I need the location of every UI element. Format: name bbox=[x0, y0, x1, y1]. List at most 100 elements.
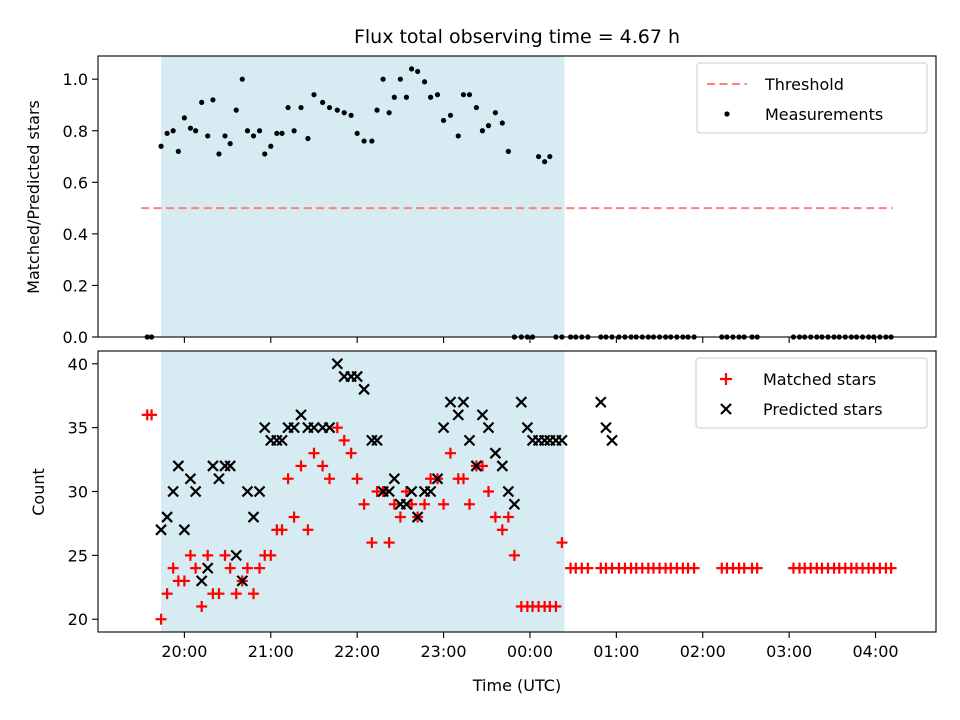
predicted-stars-point bbox=[247, 511, 260, 523]
matched-stars-point bbox=[482, 486, 494, 497]
predicted-stars-point bbox=[155, 524, 167, 536]
predicted-stars-point bbox=[383, 485, 395, 498]
predicted-stars-point bbox=[371, 434, 383, 447]
predicted-stars-point bbox=[431, 472, 444, 485]
matched-stars-point bbox=[317, 460, 329, 472]
matched-stars-point bbox=[419, 498, 431, 510]
matched-stars-point bbox=[202, 549, 214, 561]
predicted-stars-legend-label: Predicted stars bbox=[763, 400, 883, 419]
measurements-point bbox=[239, 76, 245, 82]
measurements-point bbox=[460, 92, 467, 98]
measurements-point bbox=[193, 128, 199, 134]
measurements-point bbox=[415, 68, 421, 75]
predicted-stars-point bbox=[236, 575, 249, 587]
matched-stars-legend-label: Matched stars bbox=[763, 370, 876, 389]
matched-stars-point bbox=[288, 511, 300, 523]
measurements-point bbox=[291, 128, 297, 134]
matched-stars-point bbox=[885, 562, 897, 574]
measurements-legend-marker bbox=[724, 111, 730, 117]
predicted-stars-point bbox=[308, 421, 320, 434]
x-tick-label: 01:00 bbox=[593, 642, 639, 661]
matched-stars-point bbox=[219, 549, 231, 561]
matched-stars-point bbox=[502, 511, 514, 523]
top-panel-y-axis-label: Matched/Predicted stars bbox=[24, 100, 43, 294]
y-tick-label: 0.2 bbox=[63, 276, 88, 295]
measurements-point bbox=[244, 128, 251, 134]
matched-stars-point bbox=[161, 588, 173, 600]
measurements-point bbox=[455, 133, 461, 139]
x-axis-label: Time (UTC) bbox=[472, 676, 561, 695]
predicted-stars-point bbox=[405, 485, 418, 498]
y-tick-label: 0.8 bbox=[63, 122, 88, 141]
matched-stars-point bbox=[582, 562, 594, 574]
measurements-point bbox=[348, 112, 354, 118]
measurements-point bbox=[547, 153, 553, 160]
measurements-point bbox=[320, 99, 326, 106]
y-tick-label: 25 bbox=[68, 546, 88, 565]
predicted-stars-legend-marker bbox=[720, 403, 732, 415]
predicted-stars-point bbox=[201, 562, 214, 574]
measurements-point bbox=[479, 128, 486, 134]
measurements-point bbox=[233, 107, 239, 113]
matched-stars-point bbox=[302, 524, 314, 536]
measurements-point bbox=[256, 128, 263, 134]
observing-window-shade-bottom bbox=[161, 351, 565, 632]
measurements-point bbox=[187, 125, 194, 131]
matched-stars-point bbox=[146, 409, 158, 421]
measurements-point bbox=[175, 148, 181, 154]
predicted-stars-point bbox=[502, 485, 515, 498]
measurements-point bbox=[361, 138, 367, 144]
top-panel-frame bbox=[97, 55, 937, 338]
measurements-point bbox=[369, 138, 375, 144]
predicted-stars-point bbox=[161, 511, 173, 523]
measurements-point bbox=[164, 130, 170, 136]
top-panel-title: Flux total observing time = 4.67 h bbox=[354, 26, 680, 48]
threshold-legend-label: Threshold bbox=[764, 75, 844, 94]
x-tick-label: 04:00 bbox=[852, 642, 898, 661]
matched-stars-point bbox=[224, 562, 236, 574]
measurements-point bbox=[210, 97, 216, 103]
predicted-stars-point bbox=[213, 472, 225, 485]
measurements-point bbox=[492, 110, 499, 116]
matched-stars-point bbox=[213, 588, 225, 600]
predicted-stars-point bbox=[452, 409, 465, 421]
matched-stars-point bbox=[351, 473, 363, 485]
matched-stars-point bbox=[444, 447, 456, 459]
matched-stars-point bbox=[184, 549, 196, 561]
predicted-stars-point bbox=[482, 421, 495, 434]
measurements-point bbox=[298, 104, 304, 111]
predicted-stars-point bbox=[241, 485, 254, 498]
bottom-panel-y-axis-label: Count bbox=[29, 468, 48, 516]
matched-stars-point bbox=[196, 600, 208, 612]
x-tick-label: 03:00 bbox=[766, 642, 812, 661]
matched-stars-point bbox=[230, 588, 242, 600]
matched-stars-point bbox=[155, 613, 167, 625]
measurements-point bbox=[268, 143, 274, 149]
predicted-stars-point bbox=[207, 460, 219, 472]
measurements-point bbox=[473, 104, 479, 111]
measurements-point bbox=[170, 128, 176, 134]
measurements-point bbox=[274, 130, 280, 136]
predicted-stars-point bbox=[323, 421, 336, 434]
bottom-legend-box bbox=[695, 357, 928, 429]
predicted-stars-point bbox=[424, 485, 437, 498]
measurements-point bbox=[222, 133, 228, 139]
predicted-stars-point bbox=[189, 485, 202, 498]
top-panel: 0.0 0.2 0.4 0.6 0.8 1.0 Flux total observing … bbox=[24, 26, 937, 347]
predicted-stars-point bbox=[556, 434, 568, 447]
measurements-point bbox=[535, 153, 542, 160]
x-tick-label: 23:00 bbox=[421, 642, 467, 661]
measurements-point bbox=[250, 133, 257, 139]
x-tick-label: 22:00 bbox=[334, 642, 380, 661]
predicted-stars-point bbox=[476, 409, 489, 421]
matched-stars-point bbox=[324, 473, 336, 485]
measurements-point bbox=[391, 94, 397, 100]
measurements-point bbox=[158, 143, 164, 149]
matched-stars-point bbox=[248, 588, 260, 600]
measurements-point bbox=[403, 94, 410, 100]
predicted-stars-point bbox=[600, 421, 612, 434]
matched-stars-point bbox=[463, 498, 475, 510]
measurements-point bbox=[505, 148, 511, 154]
predicted-stars-point bbox=[496, 460, 509, 472]
